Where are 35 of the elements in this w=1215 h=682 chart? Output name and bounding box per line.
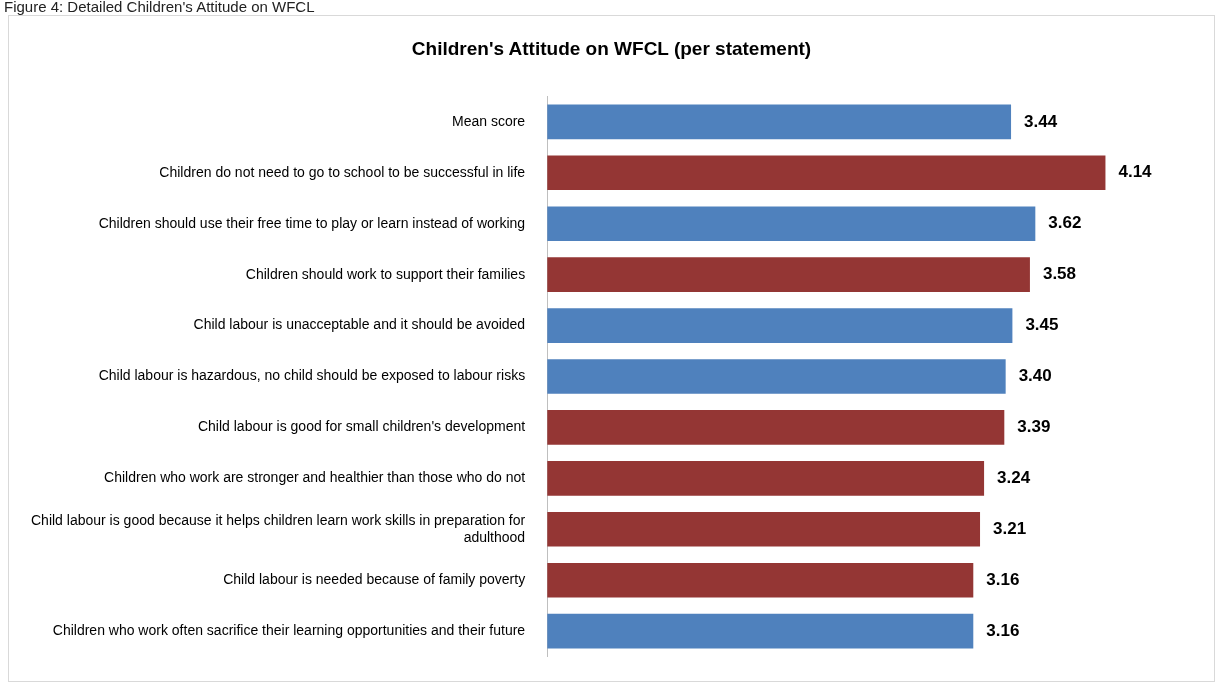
data-label: 3.40 <box>1018 366 1052 386</box>
y-tick-label: Child labour is good for small children's development <box>197 418 526 435</box>
caption: Figure 4: Detailed Children's Attitude on WFCL <box>4 0 315 15</box>
bar <box>547 359 1006 394</box>
y-tick-label: Children should use their free time to play or learn instead of working <box>98 214 526 231</box>
y-tick-label: Child labour is hazardous, no child should be exposed to labour risks <box>98 367 526 384</box>
data-label: 3.62 <box>1048 213 1082 233</box>
data-label: 3.45 <box>1025 315 1059 335</box>
y-tick-label: Child labour is unacceptable and it should be avoided <box>193 316 526 333</box>
y-tick-label: Children who work often sacrifice their learning opportunities and their future <box>52 622 526 638</box>
bar <box>547 461 985 496</box>
bar <box>547 104 1012 140</box>
bar <box>547 206 1036 242</box>
y-tick-label: Children should work to support their families <box>245 265 526 282</box>
data-label: 4.14 <box>1118 162 1153 182</box>
y-tick-label: Children do not need to go to school to be successful in life <box>159 163 526 180</box>
data-label: 3.39 <box>1017 417 1051 437</box>
data-label: 3.16 <box>986 569 1020 589</box>
bar <box>547 511 981 547</box>
y-tick-label: Child labour is good because it helps children learn work skills in preparation for adulthood <box>30 511 526 545</box>
chart-title: Children's Attitude on WFCL (per statement) <box>410 38 813 60</box>
data-label: 3.44 <box>1024 111 1058 131</box>
bar <box>547 308 1013 343</box>
y-tick-label: Children who work are stronger and healthier than those who do not <box>104 469 526 486</box>
bar <box>547 155 1106 191</box>
data-label: 3.24 <box>997 468 1031 488</box>
bar <box>547 562 974 598</box>
y-tick-label: Child labour is needed because of family poverty <box>223 571 526 588</box>
data-label: 3.58 <box>1042 264 1077 284</box>
y-tick-label: Mean score <box>451 112 526 129</box>
data-label: 3.21 <box>993 518 1027 538</box>
data-label: 3.16 <box>986 620 1020 640</box>
bar <box>547 410 1005 445</box>
bar <box>547 257 1030 292</box>
bar <box>547 613 974 649</box>
